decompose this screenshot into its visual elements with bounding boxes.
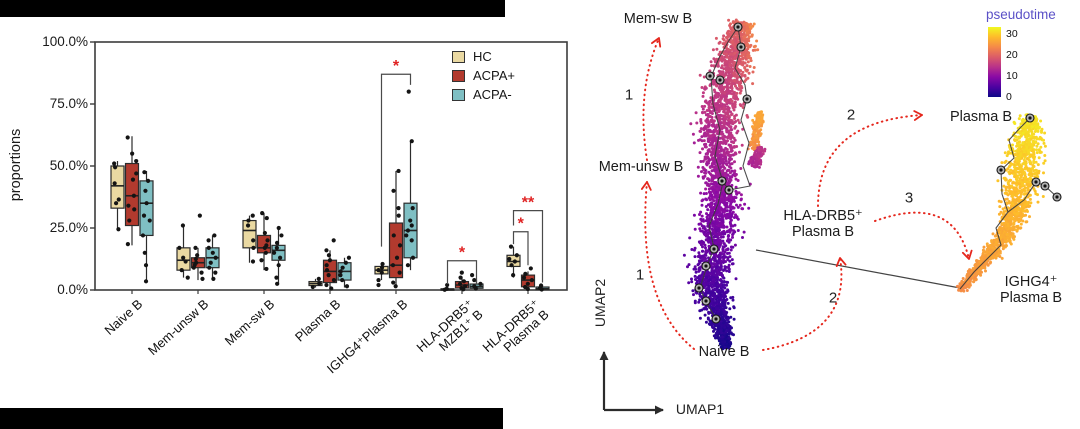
- acpa-pos-swatch: [452, 69, 465, 82]
- colorbar-title: pseudotime: [986, 7, 1056, 22]
- legend-label-acpa-pos: ACPA+: [473, 68, 516, 83]
- acpa-neg-swatch: [452, 88, 465, 101]
- step-number-2b: 2: [828, 289, 838, 307]
- y-tick-label-50: 50.0%: [49, 158, 88, 173]
- hc-swatch: [452, 50, 465, 63]
- umap2-axis-label: UMAP2: [592, 278, 608, 328]
- step-number-1b: 1: [635, 266, 645, 284]
- step-number-3: 3: [904, 189, 914, 207]
- top-black-bar: [0, 0, 505, 17]
- colorbar-tick-20: 20: [1006, 49, 1018, 61]
- y-tick-label-0: 0.0%: [57, 282, 88, 297]
- label-plasma-b: Plasma B: [949, 109, 1013, 125]
- colorbar-tick-30: 30: [1006, 28, 1018, 40]
- legend-label-hc: HC: [473, 49, 492, 64]
- label-hla-drb5-plasma-b: HLA-DRB5⁺ Plasma B: [783, 208, 863, 240]
- y-tick-label-100: 100.0%: [42, 34, 88, 49]
- step-number-2a: 2: [846, 106, 856, 124]
- label-ighg4-plasma-b: IGHG4⁺ Plasma B: [999, 274, 1063, 306]
- label-mem-sw-b: Mem-sw B: [623, 11, 693, 27]
- label-naive-b: Naive B: [698, 344, 750, 360]
- y-tick-label-75: 75.0%: [49, 96, 88, 111]
- colorbar-tick-0: 0: [1006, 91, 1012, 103]
- colorbar-tick-10: 10: [1006, 70, 1018, 82]
- legend-item-acpa-pos: ACPA+: [452, 68, 515, 83]
- legend-label-acpa-neg: ACPA-: [473, 87, 512, 102]
- step-number-1a: 1: [624, 86, 634, 104]
- legend-item-acpa-neg: ACPA-: [452, 87, 512, 102]
- colorbar-gradient: [988, 27, 1001, 97]
- y-tick-label-25: 25.0%: [49, 220, 88, 235]
- legend-item-hc: HC: [452, 49, 492, 64]
- bottom-black-bar: [0, 408, 503, 429]
- label-mem-unsw-b: Mem-unsw B: [598, 159, 684, 175]
- umap1-axis-label: UMAP1: [675, 401, 725, 417]
